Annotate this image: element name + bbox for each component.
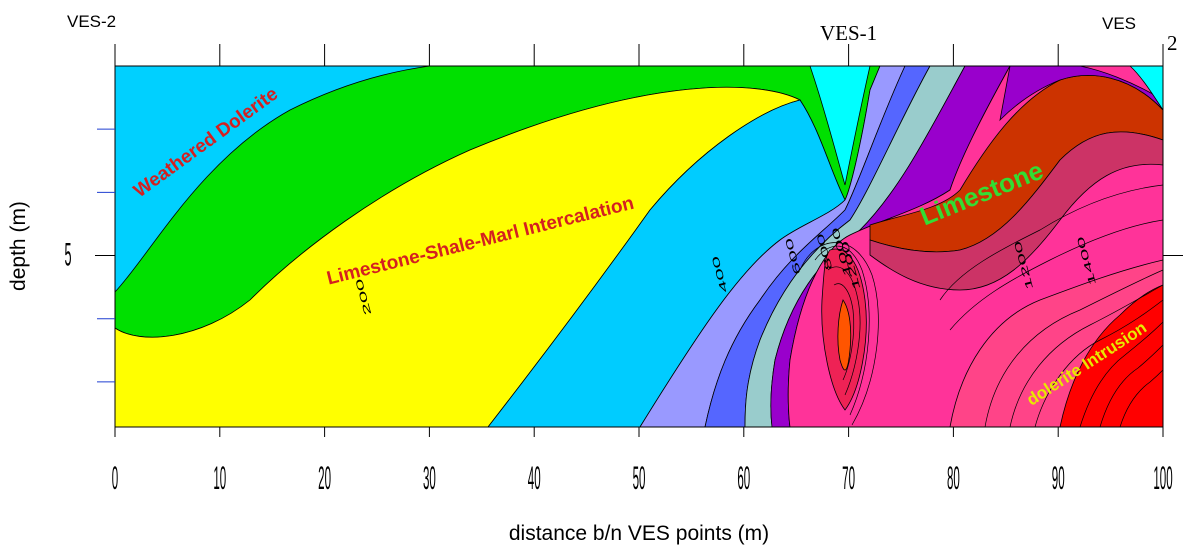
resistivity-fill-layer (114, 65, 1164, 428)
red-zone (1059, 284, 1164, 428)
x-tick-label: 70 (842, 461, 855, 497)
x-tick-label: 30 (423, 461, 436, 497)
x-tick-label: 90 (1052, 461, 1065, 497)
ves-marker-suffix: 2 (1167, 31, 1178, 55)
x-tick-label: 100 (1153, 461, 1172, 497)
ves-marker-label: VES-1 (820, 21, 877, 45)
ves-markers: VES-2 VES-1 VES 2 (67, 12, 1178, 55)
x-axis-top-ticks (114, 44, 1164, 66)
y-axis-label: depth (m) (7, 201, 30, 291)
ves-marker-label: VES-2 (67, 12, 116, 31)
x-tick-label: 20 (318, 461, 331, 497)
x-axis-ticks: 0 10 20 30 40 50 60 70 80 90 100 (112, 427, 1173, 497)
x-tick-label: 10 (213, 461, 226, 497)
x-tick-label: 50 (633, 461, 646, 497)
contour-lines (799, 184, 1164, 428)
y-axis-ticks: 5 (64, 128, 1183, 383)
violet-top-zone (999, 65, 1164, 122)
x-tick-label: 80 (947, 461, 960, 497)
y-tick-label: 5 (64, 238, 71, 274)
ves-marker-label: VES (1102, 14, 1136, 33)
intrusion-core-zone (837, 299, 852, 371)
x-tick-label: 0 (112, 461, 118, 497)
x-tick-label: 60 (737, 461, 750, 497)
top-cyan-notch-zone (809, 65, 871, 186)
x-axis-label: distance b/n VES points (m) (509, 522, 769, 545)
x-tick-label: 40 (528, 461, 541, 497)
